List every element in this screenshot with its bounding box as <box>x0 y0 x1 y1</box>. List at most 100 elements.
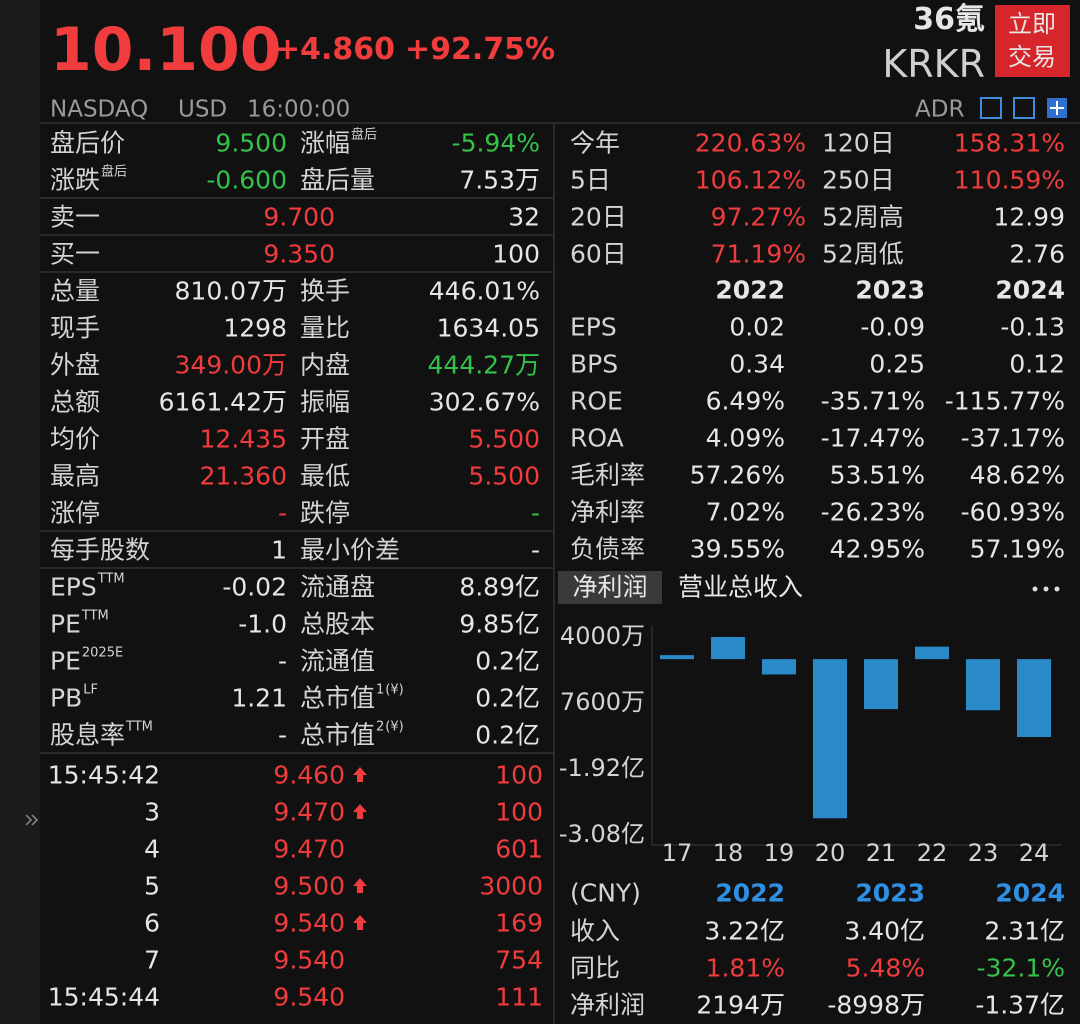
bar <box>915 646 949 660</box>
field-label: 总市值2(¥) <box>300 719 404 748</box>
metric-value: -17.47% <box>820 423 925 453</box>
field-label: 涨跌盘后 <box>50 166 127 193</box>
trade-price: 9.470 <box>273 834 345 864</box>
divider <box>40 530 553 532</box>
bar <box>711 636 745 660</box>
field-value: 1 <box>271 535 287 565</box>
field-label: 20日 <box>570 202 627 232</box>
tag: ADR <box>915 96 965 123</box>
summary-value: -1.37亿 <box>975 990 1065 1020</box>
label-text: 跌停 <box>300 498 351 528</box>
more-dot[interactable] <box>1032 586 1038 592</box>
tab[interactable]: 净利润 <box>572 572 648 602</box>
x-tick-label: 23 <box>967 839 999 867</box>
field-label: 内盘 <box>300 353 350 378</box>
field-label: 52周低 <box>822 239 904 269</box>
trade-button[interactable]: 交易 <box>1008 43 1056 71</box>
label-text: PE <box>50 646 81 676</box>
field-label: 总股本 <box>300 612 375 637</box>
field-label: 卖一 <box>50 205 100 230</box>
tab-active-bg[interactable] <box>558 571 662 604</box>
field-value: 9.85亿 <box>459 609 540 639</box>
trade-volume: 754 <box>495 945 543 975</box>
summary-value: -8998万 <box>827 990 925 1020</box>
metric-label: ROE <box>570 386 623 416</box>
year-header: 2024 <box>995 275 1065 305</box>
field-label: EPSTTM <box>50 572 125 602</box>
summary-value: -32.1% <box>976 953 1065 983</box>
y-tick-label: 7600万 <box>559 688 645 717</box>
divider <box>40 271 553 273</box>
label-text: 最低 <box>300 461 351 491</box>
edit-icon[interactable] <box>980 97 1002 119</box>
field-value: 9.350 <box>263 239 335 269</box>
label-sup: (¥) <box>385 719 404 735</box>
label-text: 每手股数 <box>50 535 151 565</box>
field-value: 5.500 <box>468 424 540 454</box>
year-header: 2022 <box>715 878 785 908</box>
field-value: 12.435 <box>199 424 287 454</box>
metric-value: -60.93% <box>960 497 1065 527</box>
currency: USD <box>178 96 228 123</box>
metric-label: 负债率 <box>570 534 646 564</box>
label-text: 总量 <box>50 276 101 306</box>
label-sup: 1 <box>376 682 385 698</box>
trade-price: 9.540 <box>273 945 345 975</box>
trade-time: 6 <box>144 908 160 938</box>
expand-icon[interactable] <box>25 814 39 826</box>
field-value: 0.2亿 <box>475 720 540 750</box>
field-value: -1.0 <box>238 609 287 639</box>
label-text: 现手 <box>50 313 101 343</box>
tab[interactable]: 营业总收入 <box>678 572 804 602</box>
field-value: 220.63% <box>694 128 806 158</box>
divider <box>553 124 555 1024</box>
trade-time: 5 <box>144 871 160 901</box>
field-value: 302.67% <box>428 387 540 417</box>
trade-volume: 111 <box>495 982 543 1012</box>
label-text: EPS <box>50 572 97 602</box>
field-label: 换手 <box>300 279 350 304</box>
bar <box>660 655 694 660</box>
summary-value: 3.22亿 <box>704 916 785 946</box>
field-label: 120日 <box>822 128 895 158</box>
label-text: 涨幅 <box>300 128 351 158</box>
field-value: - <box>277 498 287 528</box>
label-text: 卖一 <box>50 202 101 232</box>
more-dot[interactable] <box>1043 586 1049 592</box>
up-arrow <box>353 767 367 782</box>
year-header: 2024 <box>995 878 1065 908</box>
trade-button-bg[interactable] <box>995 5 1070 77</box>
trade-time: 7 <box>144 945 160 975</box>
field-value: -0.02 <box>222 572 287 602</box>
alert-icon[interactable] <box>1013 97 1035 119</box>
label-text: 总股本 <box>300 609 376 639</box>
x-tick-label: 22 <box>916 839 948 867</box>
label-text: 最小价差 <box>300 535 401 565</box>
more-dot[interactable] <box>1054 586 1060 592</box>
field-label: PETTM <box>50 608 109 637</box>
label-sup: (¥) <box>385 682 404 698</box>
unit: (CNY) <box>570 878 641 908</box>
bar <box>813 659 847 819</box>
field-label: 涨停 <box>50 501 100 526</box>
label-text: 换手 <box>300 276 351 306</box>
field-value: 7.53万 <box>459 165 540 195</box>
divider <box>40 234 553 236</box>
field-label: 今年 <box>570 128 621 158</box>
metric-value: -37.17% <box>960 423 1065 453</box>
field-label: 每手股数 <box>50 538 150 563</box>
trade-time: 3 <box>144 797 160 827</box>
field-value: 1298 <box>223 313 287 343</box>
label-sup: TTM <box>81 608 109 624</box>
field-value: -0.600 <box>206 165 287 195</box>
field-label: 250日 <box>822 165 895 195</box>
field-value: 1634.05 <box>436 313 540 343</box>
metric-value: 0.34 <box>729 349 785 379</box>
trade-price: 9.460 <box>273 760 345 790</box>
bar <box>864 659 898 710</box>
label-sup: TTM <box>126 719 153 735</box>
field-label: 总量 <box>50 279 100 304</box>
x-tick-label: 20 <box>814 839 846 867</box>
trade-button[interactable]: 立即 <box>1008 10 1056 38</box>
sidebar <box>0 0 40 1024</box>
